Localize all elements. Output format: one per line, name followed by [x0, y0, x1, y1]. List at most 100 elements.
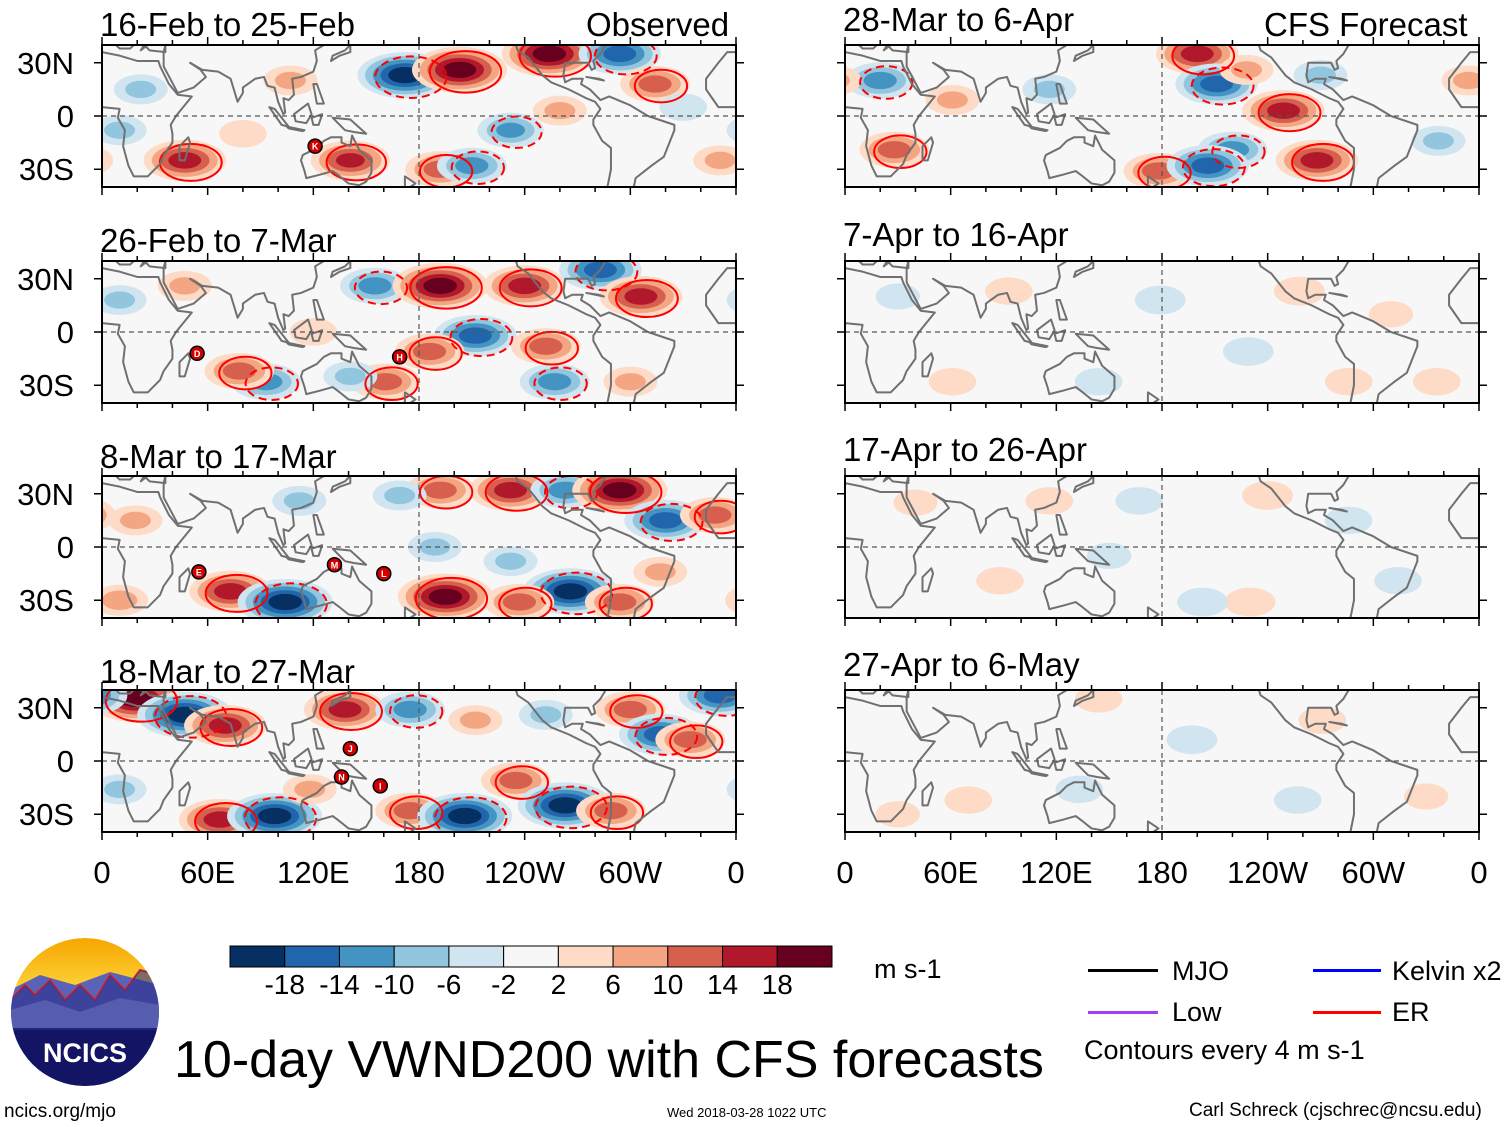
website-link[interactable]: ncics.org/mjo	[4, 1101, 116, 1122]
anomaly-fill	[544, 102, 576, 120]
er-contour	[524, 330, 579, 366]
coastline	[285, 770, 306, 778]
coastline	[178, 136, 192, 162]
coastline	[292, 102, 313, 125]
coastline	[1072, 476, 1095, 493]
anomaly-fill	[1452, 71, 1479, 90]
timestamp: Wed 2018-03-28 1022 UTC	[667, 1105, 827, 1120]
coastline	[1055, 728, 1068, 750]
coastline	[331, 547, 368, 566]
er-contour	[533, 366, 588, 401]
coastline	[845, 696, 936, 823]
coastline	[1028, 556, 1049, 564]
anomaly-fill	[802, 152, 835, 168]
er-contour	[589, 476, 663, 514]
coastline	[1328, 75, 1348, 82]
anomaly-fill	[786, 144, 852, 177]
coastline	[300, 779, 373, 832]
coastline	[139, 476, 167, 485]
er-contour	[859, 65, 914, 100]
coastline	[858, 45, 878, 50]
colorbar-units: m s-1	[874, 954, 942, 984]
coastline	[139, 261, 167, 270]
anomaly-fill	[743, 505, 797, 535]
tropical-cyclone-marker: D	[189, 345, 205, 362]
colorbar-tick-label: 18	[761, 969, 793, 1000]
legend-mjo-label: MJO	[1172, 956, 1229, 986]
contour-note: Contours every 4 m s-1	[1084, 1035, 1365, 1065]
coastline	[1146, 820, 1160, 832]
coastline	[285, 556, 306, 564]
panel-title: 17-Apr to 26-Apr	[843, 431, 1087, 468]
anomaly-fill	[119, 511, 151, 529]
coastline	[1072, 261, 1095, 278]
coastline	[312, 514, 325, 536]
anomaly-fill	[442, 61, 477, 78]
legend-low-line	[1088, 1011, 1158, 1014]
lat-label: 30S	[18, 797, 74, 833]
lon-label: 0	[93, 855, 111, 890]
lat-label: 0	[56, 744, 74, 779]
tropical-cyclone-marker: E	[191, 564, 207, 580]
panel-title: 18-Mar to 27-Mar	[100, 653, 355, 690]
anomaly-fill	[802, 707, 836, 723]
anomaly-fill	[985, 277, 1033, 305]
coastline	[585, 506, 605, 513]
anomaly-fill	[1166, 725, 1218, 755]
anomaly-fill	[102, 590, 138, 610]
coastline	[705, 696, 736, 754]
colorbar-swatch	[284, 945, 340, 968]
coastline	[514, 476, 676, 618]
anomaly-fill	[753, 691, 787, 707]
anomaly-fill	[104, 780, 136, 799]
anomaly-fill	[1115, 487, 1163, 515]
anomaly-fill	[726, 288, 736, 312]
coastline	[162, 261, 325, 332]
anomaly-fill	[1074, 367, 1123, 396]
er-contour	[408, 336, 463, 371]
anomaly-fill	[11, 563, 42, 580]
er-contour	[374, 55, 448, 99]
lon-label: 0	[727, 855, 745, 890]
legend-kelvin-line	[1313, 969, 1381, 972]
anomaly-fill	[1403, 783, 1449, 810]
tropical-cyclone-marker: N	[333, 769, 350, 785]
coastline	[1028, 770, 1049, 778]
anomaly-fill	[638, 75, 672, 93]
anomaly-fill	[789, 132, 820, 149]
anomaly-fill	[726, 118, 736, 142]
er-contour	[574, 261, 639, 292]
coastline	[882, 476, 910, 485]
coastline	[292, 533, 313, 556]
anomaly-fill	[704, 151, 736, 169]
lat-label: 30S	[18, 368, 74, 404]
coastline	[1028, 341, 1049, 349]
coastline	[331, 332, 368, 351]
er-contour	[204, 573, 269, 613]
anomaly-fill	[1273, 786, 1322, 814]
coastline	[585, 720, 605, 727]
er-contour	[694, 690, 736, 717]
colorbar-swatch	[338, 945, 395, 968]
anomaly-fill	[1479, 62, 1510, 98]
anomaly-fill	[649, 512, 683, 529]
tropical-cyclone-marker: K	[307, 138, 323, 154]
anomaly-fill	[1300, 152, 1334, 169]
coastline	[403, 391, 417, 403]
coastline	[1028, 125, 1049, 133]
coastline	[1043, 779, 1116, 832]
anomaly-fill	[1055, 775, 1104, 804]
coastline	[102, 51, 193, 178]
colorbar	[229, 945, 833, 968]
tropical-cyclone-marker: I	[372, 778, 389, 794]
anomaly-fill	[603, 593, 637, 611]
colorbar-tick-label: 10	[652, 969, 684, 1000]
anomaly-fill	[495, 552, 527, 570]
colorbar-swatch	[393, 945, 450, 968]
coastline	[1074, 116, 1111, 135]
coastline	[705, 482, 736, 540]
er-contour	[449, 318, 514, 358]
anomaly-fill	[214, 583, 248, 600]
coastline	[1035, 102, 1056, 125]
anomaly-fill	[335, 153, 365, 168]
